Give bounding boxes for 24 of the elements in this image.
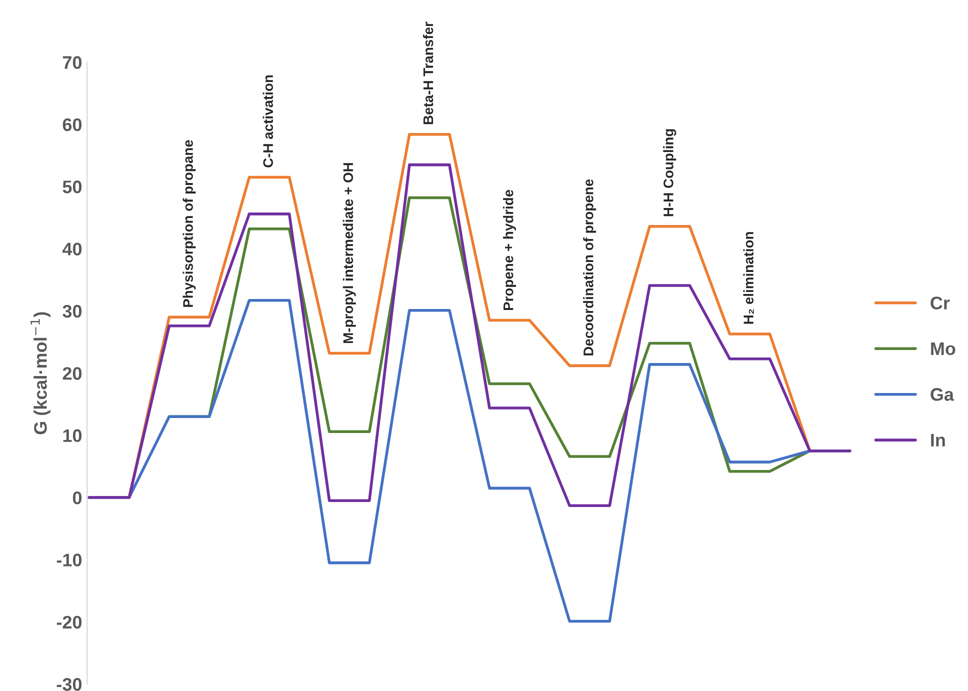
legend-label: Cr — [930, 296, 950, 310]
y-tick-label: 60 — [62, 118, 82, 132]
y-axis-title: G (kcal·mol$^{−1}$) — [30, 312, 50, 434]
y-tick-label: -20 — [56, 616, 82, 629]
legend-label: Mo — [931, 342, 956, 356]
y-tick-label: 30 — [62, 304, 82, 318]
y-tick-label: -30 — [56, 678, 82, 691]
annotation: Decoordination of propene — [583, 179, 596, 356]
y-tick-label: 10 — [63, 429, 82, 442]
y-tick-label: 20 — [62, 367, 82, 380]
annotation: M-propyl intermediate + OH — [342, 163, 356, 343]
y-tick-label: 40 — [62, 242, 82, 256]
annotation: Propene + hydride — [503, 190, 516, 310]
legend-label: In — [931, 434, 945, 446]
annotation: Beta-H Transfer — [422, 22, 434, 124]
y-tick-label: 50 — [62, 180, 82, 194]
annotation: Physisorption of propane — [182, 140, 196, 307]
y-tick-label: 0 — [72, 491, 82, 504]
annotation: H₂ elimination — [743, 232, 754, 324]
annotation: H-H Coupling — [663, 129, 676, 216]
annotation: C-H activation — [262, 75, 274, 168]
y-tick-label: 70 — [62, 56, 82, 69]
y-tick-label: -10 — [56, 554, 82, 566]
legend-label: Ga — [930, 388, 954, 401]
